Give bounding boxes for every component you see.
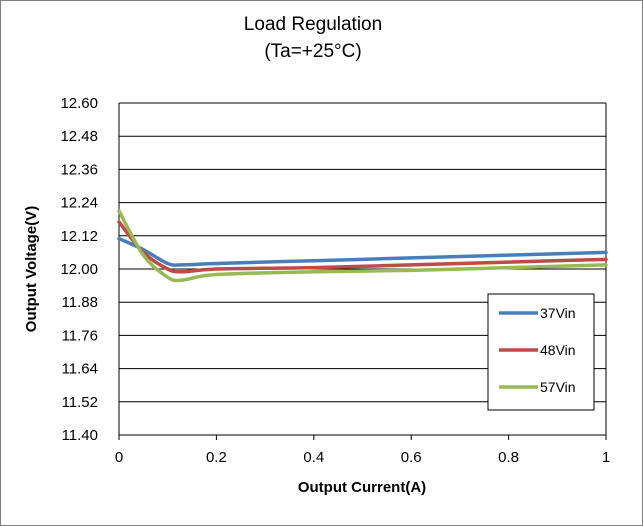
y-tick-label: 12.60 bbox=[60, 95, 98, 112]
series-line-48vin bbox=[117, 220, 608, 274]
y-tick-label: 12.24 bbox=[60, 195, 98, 212]
legend-label-57vin: 57Vin bbox=[540, 379, 576, 395]
y-tick-label: 11.40 bbox=[62, 427, 98, 444]
x-tick-label: 1 bbox=[602, 449, 610, 466]
y-tick-label: 12.12 bbox=[60, 228, 98, 245]
y-tick-label: 12.00 bbox=[60, 261, 98, 278]
legend[interactable]: 37Vin 48Vin 57Vin bbox=[487, 293, 595, 411]
y-tick-label: 11.88 bbox=[62, 294, 98, 311]
x-tick-label: 0.4 bbox=[303, 449, 324, 466]
x-tick-label: 0.8 bbox=[498, 449, 519, 466]
chart-title: Load Regulation bbox=[244, 14, 382, 35]
legend-label-48vin: 48Vin bbox=[540, 342, 576, 358]
x-tick-label: 0.2 bbox=[206, 449, 227, 466]
y-tick-labels: 12.60 12.48 12.36 12.24 12.12 12.00 11.88 11.76… bbox=[60, 95, 98, 444]
y-tick-label: 12.48 bbox=[60, 128, 98, 145]
y-tick-label: 11.52 bbox=[62, 394, 98, 411]
x-tick-label: 0 bbox=[115, 449, 123, 466]
series-line-57vin bbox=[117, 209, 608, 283]
y-axis-label: Output Voltage(V) bbox=[23, 206, 40, 332]
legend-label-37vin: 37Vin bbox=[540, 305, 576, 321]
y-tick-label: 12.36 bbox=[60, 161, 98, 178]
series-line-37vin bbox=[117, 236, 608, 267]
x-axis-label: Output Current(A) bbox=[298, 479, 426, 496]
y-tick-label: 11.76 bbox=[62, 327, 98, 344]
chart-subtitle: (Ta=+25°C) bbox=[264, 41, 361, 62]
series-lines bbox=[117, 209, 608, 283]
x-tick-label: 0.6 bbox=[401, 449, 422, 466]
axes bbox=[118, 103, 607, 440]
x-tick-labels: 0 0.2 0.4 0.6 0.8 1 bbox=[115, 449, 610, 466]
y-tick-label: 11.64 bbox=[62, 361, 98, 378]
